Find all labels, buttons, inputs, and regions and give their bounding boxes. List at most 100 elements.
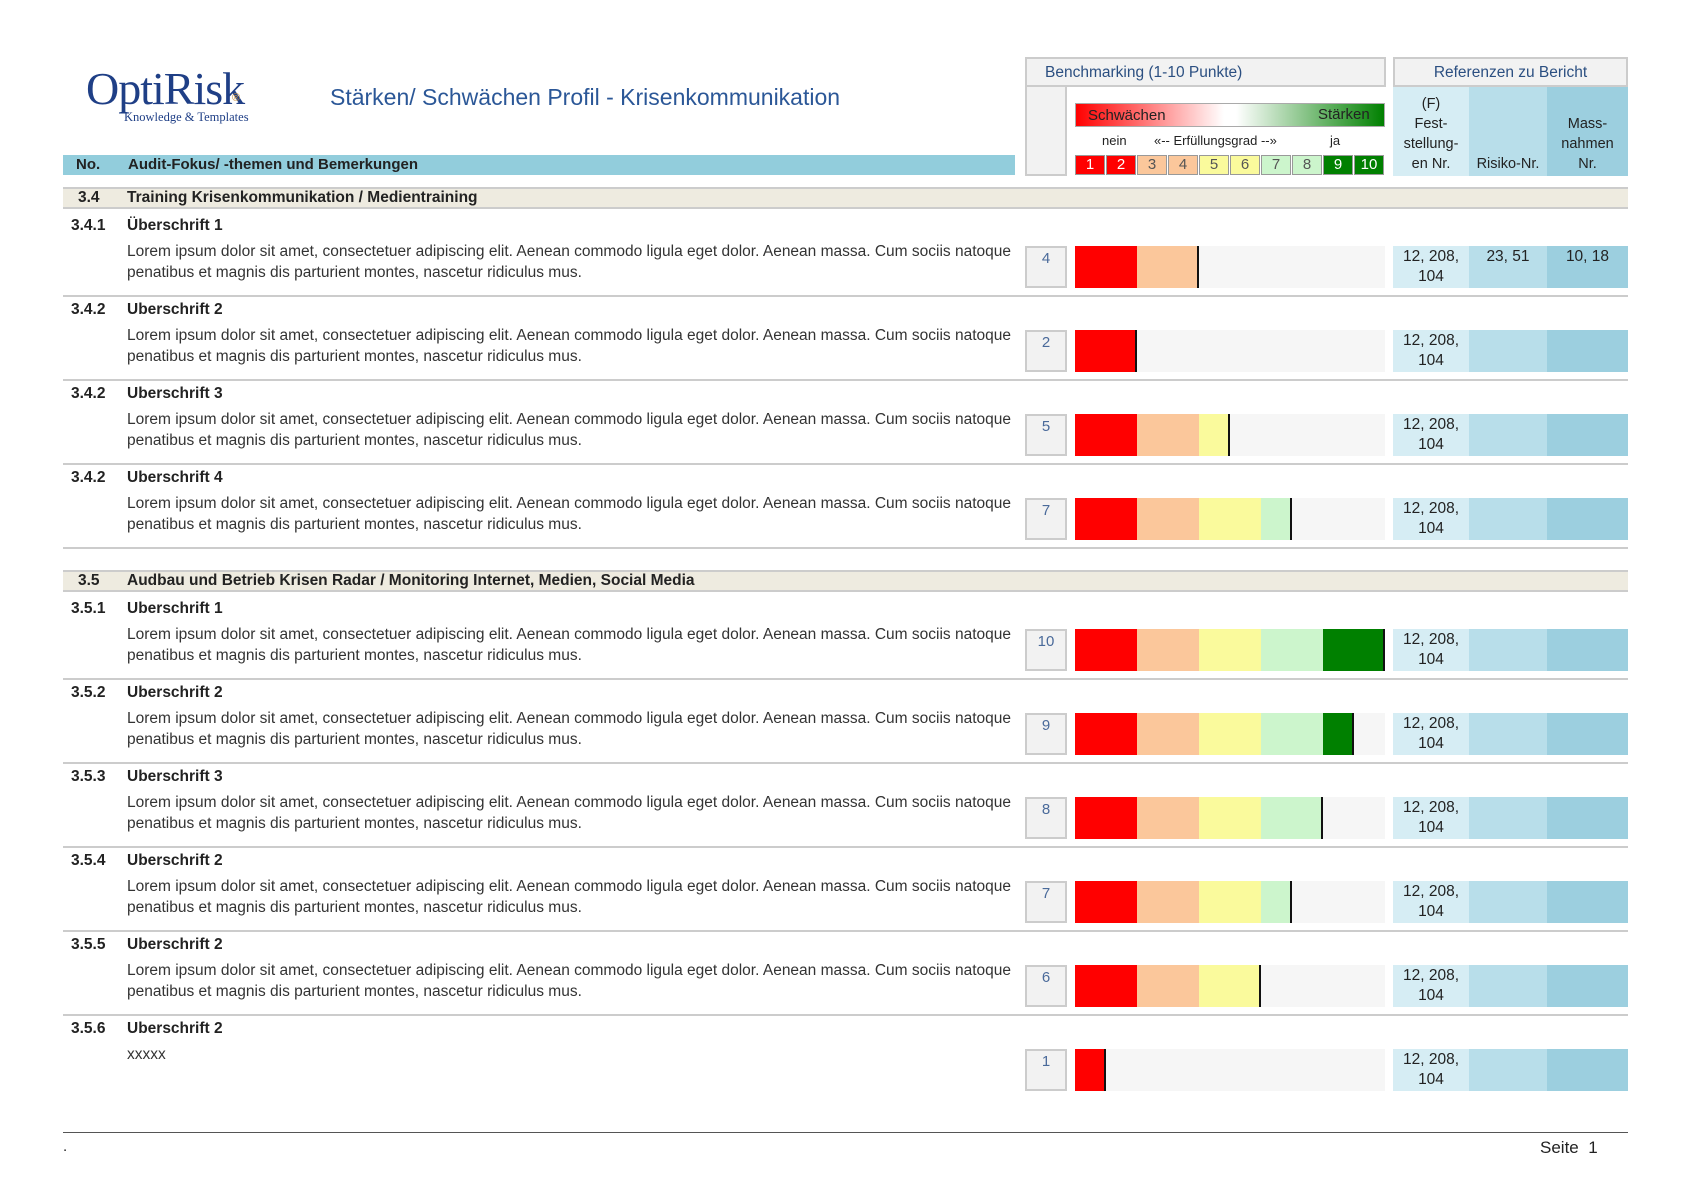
score-box: 9: [1025, 713, 1067, 755]
section-band: [63, 187, 1628, 209]
references-title: Referenzen zu Bericht: [1393, 57, 1628, 87]
reference-cell: 12, 208, 104: [1393, 1049, 1469, 1091]
section-title: Training Krisenkommunikation / Medientra…: [127, 189, 478, 206]
reference-cell: [1547, 498, 1628, 540]
item-text: Lorem ipsum dolor sit amet, consectetuer…: [127, 411, 1011, 449]
row-separator: [63, 295, 1628, 297]
table-header-band: [63, 155, 1015, 175]
item-no: 3.5.3: [71, 768, 106, 785]
scale-cell: 6: [1230, 155, 1260, 175]
row-separator: [63, 547, 1628, 549]
score-bar: [1075, 246, 1199, 288]
score-box: 1: [1025, 1049, 1067, 1091]
reference-cell: [1547, 629, 1628, 671]
row-separator: [63, 678, 1628, 680]
scale-cell: 9: [1323, 155, 1353, 175]
footer-line: [63, 1132, 1628, 1133]
section-title: Audbau und Betrieb Krisen Radar / Monito…: [127, 572, 695, 589]
item-no: 3.4.2: [71, 469, 106, 486]
section-no: 3.4: [78, 189, 100, 206]
item-title: Uberschrift 1: [127, 600, 223, 617]
reference-cell: [1547, 797, 1628, 839]
item-text: Lorem ipsum dolor sit amet, consectetuer…: [127, 794, 1011, 832]
reference-cell: [1547, 414, 1628, 456]
score-bar: [1075, 797, 1323, 839]
reference-column-header: (F) Fest- stellung- en Nr.: [1393, 87, 1469, 176]
item-no: 3.5.2: [71, 684, 106, 701]
item-title: Uberschrift 2: [127, 936, 223, 953]
legend-strong: Stärken: [1318, 106, 1370, 123]
logo: OptiRisk: [86, 63, 245, 114]
scale-cell: 4: [1168, 155, 1198, 175]
legend-scale-label: «-- Erfüllungsgrad --»: [1154, 133, 1277, 148]
logo-mark: ®: [232, 92, 241, 104]
scale-cell: 3: [1137, 155, 1167, 175]
item-title: Uberschrift 2: [127, 684, 223, 701]
scale-cell: 2: [1106, 155, 1136, 175]
item-text: Lorem ipsum dolor sit amet, consectetuer…: [127, 710, 1011, 748]
score-box: 7: [1025, 881, 1067, 923]
score-bar: [1075, 881, 1292, 923]
reference-cell: [1469, 713, 1547, 755]
item-text: Lorem ipsum dolor sit amet, consectetuer…: [127, 626, 1011, 664]
reference-cell: [1547, 965, 1628, 1007]
reference-cell: [1547, 1049, 1628, 1091]
reference-cell: [1469, 797, 1547, 839]
item-text: Lorem ipsum dolor sit amet, consectetuer…: [127, 243, 1011, 281]
legend-no: nein: [1102, 133, 1127, 148]
item-text: Lorem ipsum dolor sit amet, consectetuer…: [127, 495, 1011, 533]
score-bar: [1075, 498, 1292, 540]
legend-weak: Schwächen: [1088, 107, 1166, 124]
reference-cell: [1469, 629, 1547, 671]
score-track: [1075, 1049, 1385, 1091]
reference-cell: 12, 208, 104: [1393, 629, 1469, 671]
page-title: Stärken/ Schwächen Profil - Krisenkommun…: [330, 84, 841, 110]
footer-left: .: [63, 1138, 68, 1155]
item-title: Uberschrift 4: [127, 469, 223, 486]
item-title: Uberschrift 2: [127, 852, 223, 869]
benchmark-box: [1025, 87, 1067, 176]
section-no: 3.5: [78, 572, 100, 589]
row-separator: [63, 930, 1628, 932]
reference-cell: 12, 208, 104: [1393, 414, 1469, 456]
item-text: Lorem ipsum dolor sit amet, consectetuer…: [127, 327, 1011, 365]
reference-cell: 12, 208, 104: [1393, 797, 1469, 839]
reference-cell: 12, 208, 104: [1393, 246, 1469, 288]
reference-cell: [1469, 414, 1547, 456]
score-box: 10: [1025, 629, 1067, 671]
reference-cell: [1469, 1049, 1547, 1091]
row-separator: [63, 379, 1628, 381]
score-bar: [1075, 965, 1261, 1007]
item-text: xxxxx: [127, 1046, 166, 1063]
reference-cell: 12, 208, 104: [1393, 498, 1469, 540]
table-header-topic: Audit-Fokus/ -themen und Bemerkungen: [128, 156, 419, 173]
item-title: Überschrift 1: [127, 217, 223, 234]
score-box: 4: [1025, 246, 1067, 288]
score-bar: [1075, 629, 1385, 671]
item-no: 3.4.2: [71, 301, 106, 318]
item-no: 3.4.1: [71, 217, 106, 234]
section-band: [63, 570, 1628, 592]
reference-cell: [1469, 330, 1547, 372]
logo-tagline: Knowledge & Templates: [124, 110, 249, 124]
item-text: Lorem ipsum dolor sit amet, consectetuer…: [127, 878, 1011, 916]
score-box: 5: [1025, 414, 1067, 456]
item-no: 3.5.1: [71, 600, 106, 617]
table-header-no: No.: [76, 156, 101, 173]
reference-column-header: Mass- nahmen Nr.: [1547, 87, 1628, 176]
item-no: 3.5.5: [71, 936, 106, 953]
reference-cell: 23, 51: [1469, 246, 1547, 288]
legend-yes: ja: [1330, 133, 1341, 148]
scale-cell: 5: [1199, 155, 1229, 175]
item-text: Lorem ipsum dolor sit amet, consectetuer…: [127, 962, 1011, 1000]
row-separator: [63, 1014, 1628, 1016]
item-no: 3.5.6: [71, 1020, 106, 1037]
row-separator: [63, 846, 1628, 848]
scale-cell: 7: [1261, 155, 1291, 175]
score-box: 2: [1025, 330, 1067, 372]
score-box: 8: [1025, 797, 1067, 839]
benchmark-title: Benchmarking (1-10 Punkte): [1025, 57, 1386, 87]
scale-cell: 8: [1292, 155, 1322, 175]
reference-cell: [1469, 498, 1547, 540]
